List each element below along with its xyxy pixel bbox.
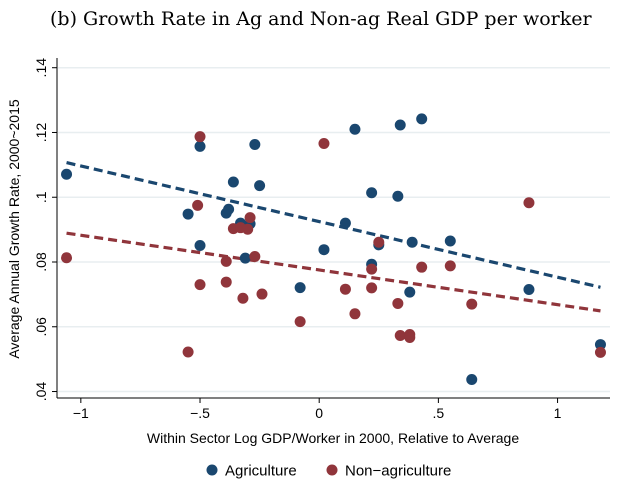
agriculture-point: [227, 176, 239, 188]
agriculture-point: [194, 140, 206, 152]
agriculture-point: [61, 168, 73, 180]
non-agriculture-legend-marker: [326, 464, 338, 476]
agriculture-point: [392, 190, 404, 202]
agriculture-point: [249, 138, 261, 150]
y-tick-label: .04: [33, 382, 49, 402]
non-agriculture-point: [242, 223, 254, 235]
non-agriculture-fit-line: [66, 231, 601, 313]
agriculture-point: [404, 286, 416, 298]
data-points: [61, 113, 606, 386]
non-agriculture-legend-label: Non−agriculture: [345, 463, 451, 480]
agriculture-point: [294, 282, 306, 294]
agriculture-point: [339, 217, 351, 229]
non-agriculture-point: [466, 298, 478, 310]
non-agriculture-point: [366, 282, 378, 294]
agriculture-point: [239, 252, 251, 264]
chart-title: (b) Growth Rate in Ag and Non-ag Real GD…: [50, 8, 592, 30]
y-tick-label: .14: [33, 58, 49, 78]
x-tick-label: 1: [554, 405, 562, 421]
x-tick-label: 0: [315, 405, 323, 421]
non-agriculture-point: [416, 261, 428, 273]
agriculture-point: [466, 374, 478, 386]
non-agriculture-point: [220, 255, 232, 267]
non-agriculture-point: [294, 316, 306, 328]
x-tick-label: −.5: [190, 405, 210, 421]
x-tick-label: .5: [433, 405, 445, 421]
agriculture-point: [416, 113, 428, 125]
non-agriculture-point: [594, 346, 606, 358]
agriculture-fit-line: [66, 161, 601, 289]
agriculture-legend-marker: [206, 464, 218, 476]
non-agriculture-point: [249, 250, 261, 262]
non-agriculture-point: [318, 137, 330, 149]
agriculture-point: [194, 239, 206, 251]
non-agriculture-point: [182, 346, 194, 358]
agriculture-point: [223, 203, 235, 215]
agriculture-point: [406, 236, 418, 248]
axes: .04 .06 .08 .1 .12 .14 −1 −.5 0 .5 1: [33, 58, 610, 421]
non-agriculture-point: [61, 252, 73, 264]
non-agriculture-point: [366, 263, 378, 275]
fit-lines: [66, 161, 601, 313]
y-tick-label: .1: [33, 191, 49, 203]
agriculture-point: [523, 284, 535, 296]
grid-lines: [58, 66, 610, 393]
non-agriculture-point: [339, 283, 351, 295]
legend: Agriculture Non−agriculture: [206, 463, 451, 480]
y-tick-label: .12: [33, 123, 49, 143]
agriculture-point: [182, 208, 194, 220]
non-agriculture-point: [392, 297, 404, 309]
non-agriculture-point: [244, 212, 256, 224]
agriculture-point: [318, 244, 330, 256]
non-agriculture-point: [349, 308, 361, 320]
x-axis-label: Within Sector Log GDP/Worker in 2000, Re…: [147, 430, 519, 446]
agriculture-legend-label: Agriculture: [225, 463, 297, 480]
non-agriculture-point: [523, 197, 535, 209]
y-tick-label: .06: [33, 317, 49, 337]
non-agriculture-point: [220, 276, 232, 288]
non-agriculture-point: [194, 279, 206, 291]
non-agriculture-point: [192, 199, 204, 211]
non-agriculture-point: [373, 236, 385, 248]
non-agriculture-point: [256, 288, 268, 300]
y-axis-label: Average Annual Growth Rate, 2000~2015: [6, 99, 22, 359]
agriculture-point: [366, 187, 378, 199]
agriculture-point: [594, 339, 606, 351]
agriculture-point: [254, 180, 266, 192]
y-tick-label: .08: [33, 252, 49, 272]
non-agriculture-point: [394, 330, 406, 342]
non-agriculture-point: [444, 260, 456, 272]
non-agriculture-point: [237, 292, 249, 304]
x-tick-label: −1: [73, 405, 89, 421]
agriculture-point: [444, 235, 456, 247]
agriculture-point: [394, 119, 406, 131]
agriculture-point: [349, 123, 361, 135]
non-agriculture-point: [194, 131, 206, 143]
non-agriculture-point: [404, 331, 416, 343]
